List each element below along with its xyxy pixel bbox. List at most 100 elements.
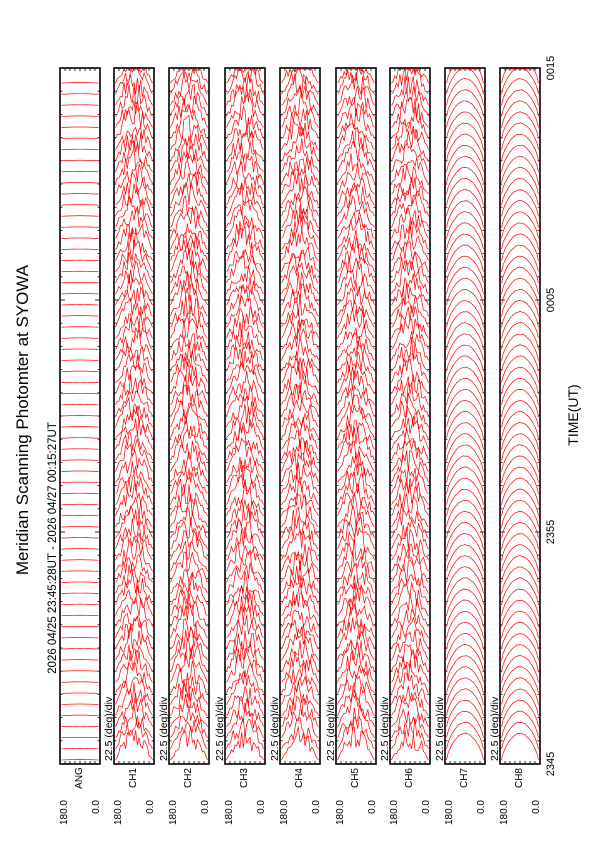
trace <box>115 518 153 550</box>
trace <box>115 104 153 139</box>
trace <box>170 647 208 683</box>
y-max-label: 180.0 <box>389 800 400 825</box>
trace <box>337 184 375 217</box>
y-min-label: 0.0 <box>476 800 487 814</box>
trace <box>61 226 99 228</box>
trace <box>281 551 319 583</box>
trace <box>446 399 484 428</box>
trace <box>446 122 484 150</box>
trace <box>170 133 208 161</box>
channel-label: CH7 <box>459 768 470 788</box>
trace <box>501 633 539 661</box>
trace <box>281 481 319 517</box>
trace <box>446 333 484 361</box>
panel-ang <box>59 67 101 765</box>
trace <box>501 622 539 650</box>
trace <box>446 488 484 516</box>
trace <box>501 533 539 561</box>
y-max-label: 180.0 <box>224 800 235 825</box>
trace <box>281 167 319 195</box>
trace <box>170 95 208 128</box>
trace <box>226 305 264 339</box>
y-max-label: 180.0 <box>279 800 290 825</box>
trace <box>226 285 264 317</box>
trace <box>115 496 153 528</box>
trace <box>226 209 264 239</box>
trace <box>226 594 264 628</box>
trace <box>226 481 264 517</box>
trace <box>281 67 319 84</box>
trace <box>281 185 319 217</box>
trace <box>501 68 539 84</box>
scale-label: 22.5 (deg)/div <box>269 696 281 761</box>
trace <box>391 260 429 295</box>
trace <box>337 332 375 361</box>
trace <box>501 222 539 250</box>
trace <box>281 370 319 406</box>
trace <box>501 244 539 272</box>
trace <box>501 300 539 328</box>
trace <box>61 625 99 628</box>
trace <box>115 286 153 317</box>
trace <box>281 412 319 439</box>
trace <box>281 192 319 228</box>
trace <box>281 171 319 206</box>
trace <box>446 211 484 239</box>
trace <box>61 648 99 650</box>
trace <box>501 477 539 506</box>
trace <box>501 122 539 150</box>
trace <box>281 350 319 383</box>
trace <box>226 662 264 694</box>
trace <box>115 352 153 383</box>
trace <box>281 560 319 594</box>
trace <box>446 111 484 139</box>
trace <box>281 592 319 628</box>
trace <box>226 669 264 705</box>
y-max-label: 180.0 <box>113 800 124 825</box>
trace <box>446 389 484 417</box>
trace <box>170 692 208 727</box>
trace <box>281 156 319 184</box>
trace <box>501 544 539 572</box>
trace <box>337 516 375 550</box>
trace <box>61 93 99 95</box>
trace <box>337 384 375 417</box>
trace <box>446 189 484 217</box>
trace <box>391 543 429 572</box>
trace <box>115 715 153 750</box>
trace <box>281 709 319 739</box>
trace <box>391 547 429 583</box>
trace <box>446 711 484 739</box>
trace <box>281 119 319 150</box>
trace <box>391 374 429 406</box>
trace <box>281 492 319 528</box>
y-max-label: 180.0 <box>335 800 346 825</box>
trace <box>61 315 99 317</box>
trace <box>501 666 539 694</box>
trace <box>170 529 208 561</box>
trace <box>391 467 429 494</box>
trace <box>501 111 539 139</box>
trace <box>391 106 429 139</box>
trace <box>501 488 539 516</box>
trace <box>281 640 319 672</box>
trace <box>281 205 319 239</box>
trace <box>115 397 153 428</box>
trace <box>226 276 264 306</box>
trace <box>61 670 99 672</box>
trace <box>281 681 319 716</box>
trace <box>115 597 153 627</box>
trace <box>61 348 99 350</box>
trace <box>170 231 208 261</box>
trace <box>501 344 539 372</box>
trace <box>226 105 264 139</box>
trace <box>226 68 264 95</box>
trace <box>337 141 375 172</box>
trace <box>115 585 153 616</box>
trace <box>391 357 429 395</box>
trace <box>170 484 208 517</box>
trace <box>115 252 153 283</box>
trace <box>501 333 539 361</box>
trace <box>170 569 208 594</box>
trace <box>337 404 375 439</box>
